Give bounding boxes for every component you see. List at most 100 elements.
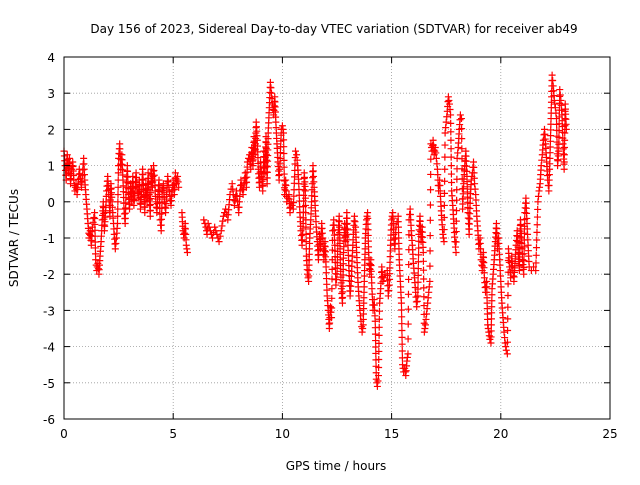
x-axis-ticks: 0 5 10 15 20 25 (60, 57, 618, 441)
data-point (398, 313, 406, 321)
data-point (398, 340, 406, 348)
data-point (415, 244, 423, 252)
data-point (200, 216, 208, 224)
data-point (308, 198, 316, 206)
data-point (532, 259, 540, 267)
data-point (504, 280, 512, 288)
data-point (302, 223, 310, 231)
y-tick-label: 3 (47, 87, 55, 101)
data-point (307, 216, 315, 224)
data-point (561, 144, 568, 151)
data-point (215, 238, 223, 246)
data-point (456, 111, 464, 119)
data-point (292, 147, 300, 155)
data-point (426, 201, 434, 209)
data-point (280, 143, 288, 151)
data-point (328, 314, 336, 322)
data-point (375, 347, 383, 355)
data-point (147, 201, 155, 209)
data-point (398, 327, 406, 335)
data-point (452, 217, 460, 225)
data-point (488, 303, 496, 311)
data-point (114, 205, 122, 213)
data-point (487, 339, 495, 347)
data-point (453, 186, 461, 194)
data-point (398, 333, 406, 341)
data-point (440, 201, 448, 209)
data-point (371, 330, 379, 338)
data-point (301, 194, 309, 202)
data-point (404, 350, 412, 358)
data-point (414, 265, 422, 273)
data-point (405, 261, 413, 269)
data-point (238, 186, 246, 194)
data-point (397, 299, 405, 307)
data-point (555, 127, 563, 135)
data-point (263, 156, 271, 164)
data-point (328, 265, 336, 273)
x-tick-label: 25 (602, 427, 617, 441)
data-point (503, 338, 511, 346)
data-point (414, 285, 422, 293)
data-point (453, 196, 461, 204)
data-point (452, 228, 460, 236)
data-point (419, 257, 427, 265)
data-point (183, 248, 191, 256)
data-point (447, 136, 455, 144)
data-point (452, 248, 460, 256)
data-point (204, 220, 212, 228)
data-point (405, 275, 413, 283)
x-tick-label: 20 (493, 427, 508, 441)
data-point (146, 206, 154, 214)
data-point (280, 136, 288, 144)
chart-title: Day 156 of 2023, Sidereal Day-to-day VTE… (90, 22, 577, 36)
x-axis-label: GPS time / hours (286, 459, 387, 473)
data-point (280, 163, 288, 171)
data-point (91, 209, 99, 217)
data-point (280, 156, 288, 164)
data-point (218, 222, 226, 230)
x-tick-label: 10 (275, 427, 290, 441)
data-point (263, 162, 271, 170)
data-point (302, 230, 310, 238)
data-point (290, 192, 298, 200)
data-point (420, 319, 428, 327)
data-point (530, 263, 538, 271)
data-point (90, 213, 98, 221)
data-point (217, 227, 225, 235)
data-point (237, 176, 245, 184)
data-point (114, 191, 122, 199)
y-tick-label: 0 (47, 196, 55, 210)
data-point (487, 333, 495, 341)
data-point (175, 183, 183, 191)
data-point (440, 213, 448, 221)
data-point (488, 291, 496, 299)
data-point (404, 320, 412, 328)
data-point (458, 125, 466, 133)
data-point (562, 125, 570, 133)
data-point (379, 277, 387, 285)
data-point (520, 257, 528, 265)
y-tick-label: 1 (47, 160, 55, 174)
data-point (147, 189, 155, 197)
data-point (441, 153, 449, 161)
y-tick-label: -2 (43, 268, 55, 282)
data-point (91, 238, 99, 246)
data-point (114, 220, 122, 228)
data-point (441, 165, 449, 173)
data-point (91, 226, 99, 234)
data-point (262, 150, 270, 158)
data-point (302, 201, 310, 209)
data-point (216, 232, 224, 240)
data-point (398, 306, 406, 314)
data-point (457, 115, 465, 123)
data-point (458, 135, 466, 143)
data-point (230, 201, 238, 209)
data-point (502, 346, 510, 354)
y-tick-label: -6 (43, 413, 55, 427)
data-point (114, 212, 122, 220)
data-point (452, 238, 460, 246)
data-point (426, 277, 434, 285)
data-point (375, 355, 383, 363)
